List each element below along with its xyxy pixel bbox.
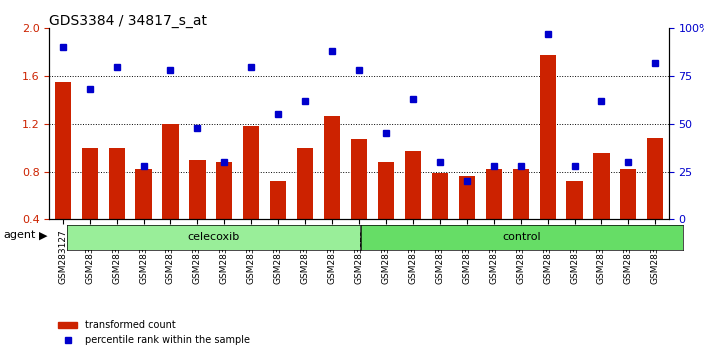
Bar — [513, 169, 529, 219]
Bar — [567, 181, 583, 219]
Bar — [216, 162, 232, 219]
Legend: transformed count, percentile rank within the sample: transformed count, percentile rank withi… — [54, 316, 254, 349]
Bar — [55, 82, 71, 219]
Bar — [108, 148, 125, 219]
Bar — [405, 152, 421, 219]
Bar — [486, 169, 502, 219]
Text: GDS3384 / 34817_s_at: GDS3384 / 34817_s_at — [49, 14, 207, 28]
Text: celecoxib: celecoxib — [187, 232, 239, 242]
Bar — [593, 153, 610, 219]
Bar — [243, 126, 259, 219]
Text: agent: agent — [4, 230, 36, 240]
Text: control: control — [503, 232, 541, 242]
Bar — [539, 55, 555, 219]
Bar — [459, 176, 475, 219]
Bar — [432, 173, 448, 219]
Bar — [297, 148, 313, 219]
Bar — [270, 181, 287, 219]
Text: ▶: ▶ — [39, 230, 47, 240]
Bar — [163, 124, 179, 219]
Bar — [351, 139, 367, 219]
Bar — [135, 169, 151, 219]
Bar — [82, 148, 98, 219]
Bar — [647, 138, 663, 219]
Bar — [324, 115, 340, 219]
Bar — [189, 160, 206, 219]
Bar — [378, 162, 394, 219]
Bar — [620, 169, 636, 219]
